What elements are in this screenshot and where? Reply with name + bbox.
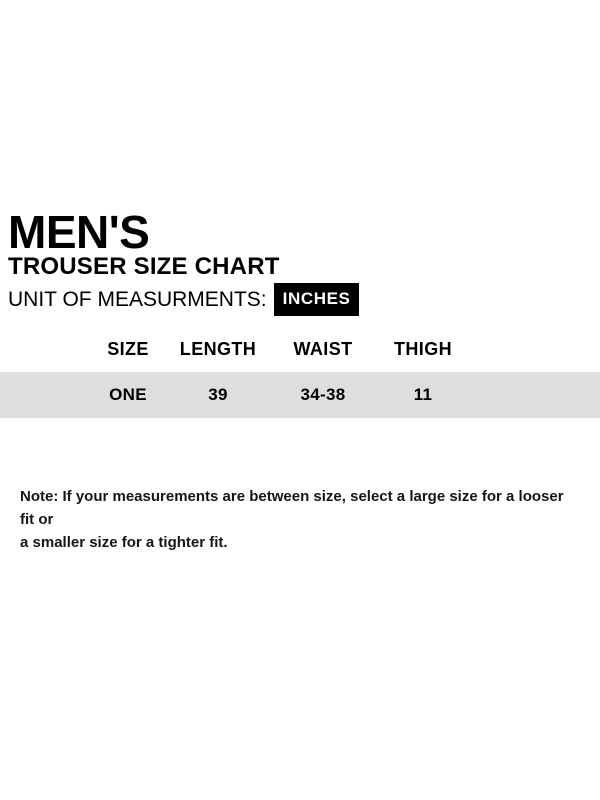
cell-size-value: ONE <box>109 385 147 404</box>
title-block: MEN'S TROUSER SIZE CHART UNIT OF MEASURM… <box>8 206 360 316</box>
fit-note-line2: a smaller size for a tighter fit. <box>20 534 228 551</box>
page-title: MEN'S <box>8 206 150 258</box>
unit-of-measurement-line: UNIT OF MEASURMENTS: INCHES <box>8 283 360 316</box>
page-subtitle: TROUSER SIZE CHART <box>8 253 280 280</box>
header-cell-size: SIZE <box>107 339 149 359</box>
cell-waist-value: 34-38 <box>300 385 346 404</box>
header-cell-length: LENGTH <box>179 339 257 359</box>
header-cell-waist: WAIST <box>293 339 353 359</box>
fit-note-line1: Note: If your measurements are between s… <box>20 488 564 528</box>
cell-thigh-value: 11 <box>413 385 433 404</box>
size-table-header-row: SIZE LENGTH WAIST THIGH <box>0 339 600 360</box>
cell-length-value: 39 <box>208 385 228 404</box>
fit-note: Note: If your measurements are between s… <box>20 485 580 554</box>
header-cell-thigh: THIGH <box>394 339 452 359</box>
size-table-data-row: ONE 39 34-38 11 <box>0 372 600 418</box>
unit-label: UNIT OF MEASURMENTS: <box>8 287 267 311</box>
unit-value-badge: INCHES <box>273 283 360 316</box>
